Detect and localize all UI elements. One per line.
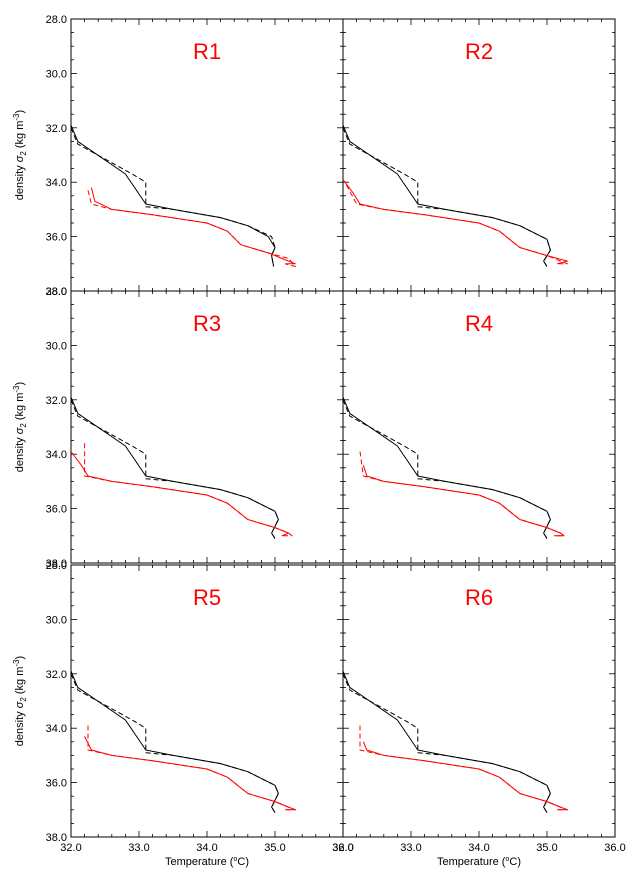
series-red-solid <box>362 741 568 811</box>
series-black-dashed <box>342 399 551 539</box>
series-red-dashed <box>359 451 565 537</box>
y-tick-label: 28.0 <box>46 286 67 298</box>
series-black-dashed <box>70 673 279 813</box>
y-tick-label: 38.0 <box>46 558 67 570</box>
y-axis-label-part: ) <box>14 656 26 660</box>
y-axis-label-part: σ <box>14 155 26 162</box>
y-axis-label-part: 2 <box>19 151 28 156</box>
series-black-solid <box>70 670 279 813</box>
y-tick-label: 32.0 <box>46 395 67 407</box>
series-red-solid <box>70 451 290 537</box>
x-tick-label: 36.0 <box>332 842 353 854</box>
panel-title: R6 <box>465 585 493 610</box>
y-tick-label: 34.0 <box>46 723 67 735</box>
y-tick-label: 36.0 <box>46 504 67 516</box>
y-axis-label-part: density <box>14 434 26 472</box>
y-axis-label-part: (kg m <box>14 393 26 424</box>
series-black-dashed <box>342 127 551 267</box>
y-axis-label-part: σ <box>14 701 26 708</box>
y-axis-label: density σ2 (kg m-3) <box>12 382 28 472</box>
x-axis-label: Temperature (oC) <box>165 856 249 868</box>
panel-title: R2 <box>465 39 493 64</box>
x-axis-label-part: Temperature ( <box>437 856 506 868</box>
series-black-solid <box>342 124 551 267</box>
x-tick-label: 35.0 <box>264 842 285 854</box>
series-black-solid <box>70 396 279 539</box>
x-axis-label-part: Temperature ( <box>165 856 234 868</box>
y-axis-label: density σ2 (kg m-3) <box>12 656 28 746</box>
y-axis-label-part: σ <box>14 427 26 434</box>
series-black-solid <box>70 124 276 267</box>
x-tick-label: 32.0 <box>60 842 81 854</box>
y-tick-label: 30.0 <box>46 614 67 626</box>
x-tick-label: 32.0 <box>332 842 353 854</box>
y-axis-label-part: -3 <box>12 385 21 393</box>
series-black-dashed <box>70 127 276 267</box>
y-axis-label-part: (kg m <box>14 667 26 698</box>
x-axis-label-part: o <box>233 856 237 863</box>
x-tick-label: 34.0 <box>468 842 489 854</box>
series-red-dashed <box>359 725 568 811</box>
panel-r5: 28.030.032.034.036.038.032.0 33.0 34.0 35.0… <box>12 560 354 868</box>
x-axis-label: Temperature (oC) <box>437 856 521 868</box>
y-axis-label-part: (kg m <box>14 121 26 152</box>
y-tick-label: 34.0 <box>46 449 67 461</box>
y-axis-label-part: 2 <box>19 423 28 428</box>
x-tick-label: 35.0 <box>536 842 557 854</box>
y-axis-label-part: ) <box>14 110 26 114</box>
x-axis-label-part: C) <box>509 856 521 868</box>
series-black-solid <box>342 670 551 813</box>
x-axis-label-part: C) <box>237 856 249 868</box>
x-tick-label: 33.0 <box>128 842 149 854</box>
y-axis-label-part: density <box>14 162 26 200</box>
y-tick-label: 28.0 <box>46 14 67 26</box>
series-red-dashed <box>345 184 568 265</box>
y-tick-label: 30.0 <box>46 68 67 80</box>
series-red-solid <box>362 464 565 537</box>
panel-title: R4 <box>465 311 493 336</box>
series-red-dashed <box>87 190 296 267</box>
panel-r1: 28.0 30.0 32.0 34.0 36.0 38.0 R1 density σ2 (kg… <box>12 14 344 298</box>
y-axis-label-part: 2 <box>19 697 28 702</box>
series-red-dashed <box>84 443 293 537</box>
y-tick-label: 28.0 <box>46 560 67 572</box>
y-tick-label: 30.0 <box>46 340 67 352</box>
series-black-dashed <box>342 673 551 813</box>
y-tick-label: 34.0 <box>46 177 67 189</box>
y-tick-label: 36.0 <box>46 778 67 790</box>
series-black-dashed <box>70 399 279 539</box>
y-axis-label-part: ) <box>14 382 26 386</box>
y-axis-label-part: -3 <box>12 113 21 121</box>
panel-title: R3 <box>193 311 221 336</box>
panel-r3: 28.0 30.0 32.0 34.0 36.0 38.0 R3 density σ2 (kg… <box>12 286 344 570</box>
y-tick-label: 38.0 <box>46 832 67 844</box>
panel-title: R5 <box>193 585 221 610</box>
panel-r6: 32.0 33.0 34.0 35.0 36.0 R6 Temperature (oC) <box>332 564 626 868</box>
y-tick-label: 38.0 <box>46 286 67 298</box>
y-tick-label: 36.0 <box>46 232 67 244</box>
series-red-dashed <box>87 725 296 811</box>
panel-r2: R2 <box>342 18 616 292</box>
panel-title: R1 <box>193 39 221 64</box>
y-axis-label-part: density <box>14 708 26 746</box>
x-axis-label-part: o <box>505 856 509 863</box>
y-axis-label: density σ2 (kg m-3) <box>12 110 28 200</box>
panel-r4: R4 <box>342 290 616 564</box>
y-axis-label-part: -3 <box>12 659 21 667</box>
series-black-solid <box>342 396 551 539</box>
y-tick-label: 32.0 <box>46 123 67 135</box>
y-tick-label: 32.0 <box>46 669 67 681</box>
x-tick-label: 34.0 <box>196 842 217 854</box>
series-red-solid <box>90 187 296 265</box>
x-tick-label: 33.0 <box>400 842 421 854</box>
series-red-solid <box>84 736 296 811</box>
x-tick-label: 36.0 <box>604 842 625 854</box>
